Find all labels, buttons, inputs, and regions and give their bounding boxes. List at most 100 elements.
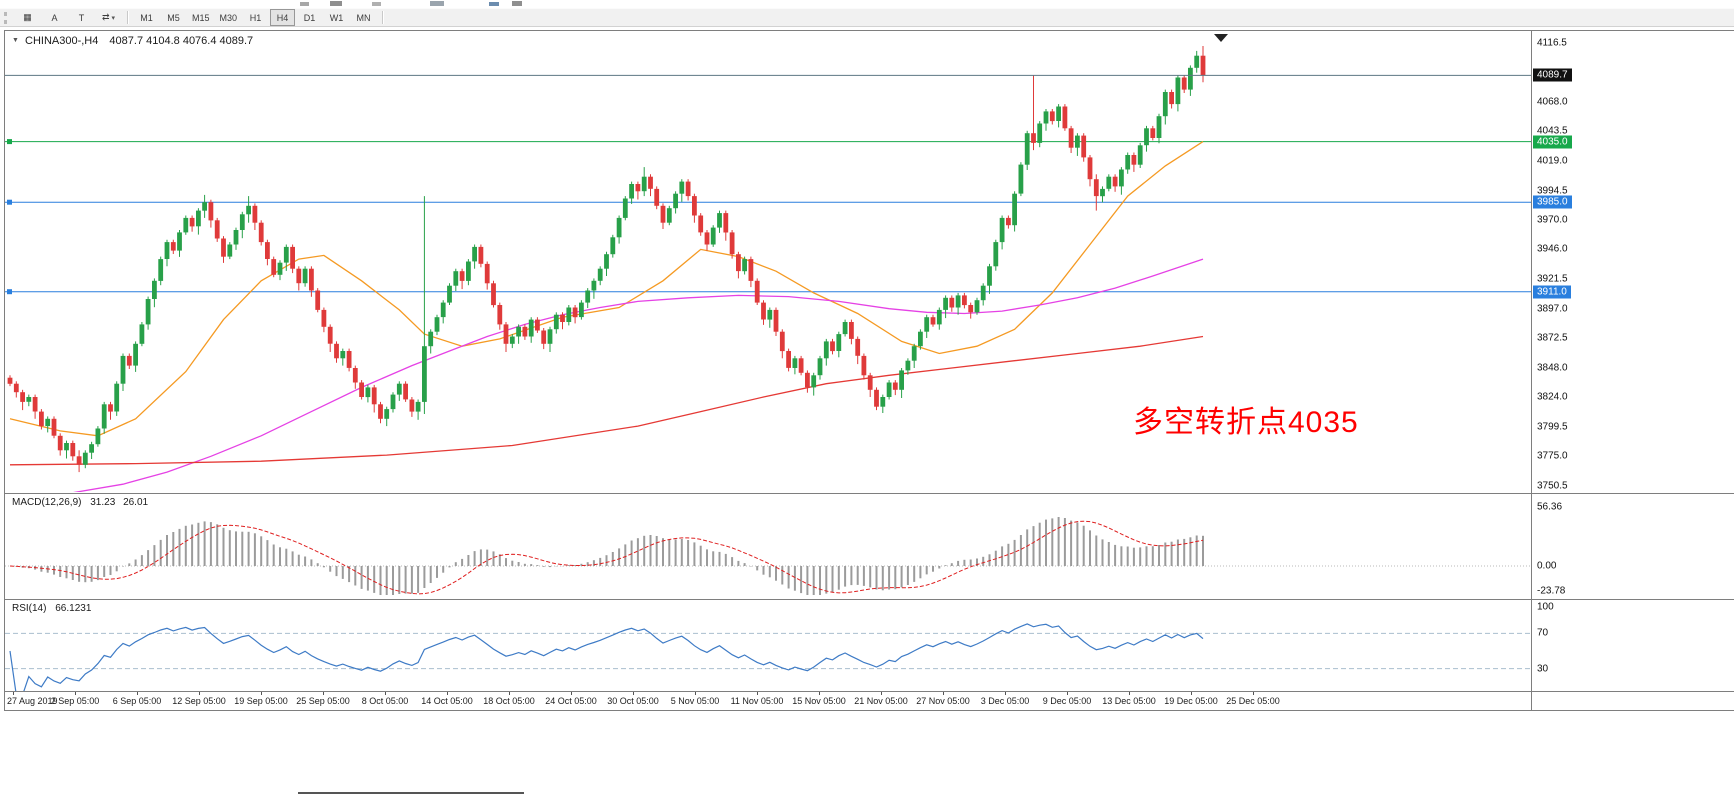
rsi-axis-label: 70: [1537, 627, 1549, 639]
main-plot[interactable]: [5, 31, 1531, 492]
macd-value-signal: 26.01: [123, 497, 149, 508]
chart-context-arrow-icon[interactable]: ▼: [12, 37, 19, 44]
chart-title: CHINA300-,H4: [25, 35, 99, 47]
macd-axis-label: 0.00: [1537, 560, 1557, 572]
timeframe-button-h4[interactable]: H4: [270, 9, 296, 26]
time-axis-label: 11 Nov 05:00: [730, 696, 784, 706]
timeframe-button-m1[interactable]: M1: [140, 12, 153, 23]
macd-panel: MACD(12,26,9) 31.23 26.01: [5, 494, 1531, 599]
time-axis-label: 21 Nov 05:00: [854, 696, 908, 706]
chart-annotation[interactable]: 多空转折点4035: [1133, 406, 1359, 439]
time-axis-tick: [881, 692, 882, 695]
time-axis-label: 8 Oct 05:00: [361, 696, 409, 706]
rsi-axis-label: 30: [1537, 663, 1549, 675]
time-axis-tick: [695, 692, 696, 695]
ma-longest-red: [9, 335, 1204, 466]
cycle-symbols-icon[interactable]: ⇄ ▾: [101, 12, 116, 22]
rsi-axis-label: 100: [1537, 601, 1554, 613]
toolbar-separator: [127, 11, 128, 24]
time-axis-tick: [1191, 692, 1192, 695]
time-axis-label: 14 Oct 05:00: [421, 696, 473, 706]
toolbar-separator: [382, 11, 384, 24]
clipped-ui-fragment: [512, 1, 522, 6]
timeframe-button-m5[interactable]: M5: [167, 12, 180, 23]
macd-axis-label: 56.36: [1537, 501, 1563, 513]
current-price-badge: 4089.7: [1533, 68, 1572, 82]
time-axis-label: 9 Dec 05:00: [1042, 696, 1092, 706]
panel-splitter[interactable]: [5, 493, 1734, 494]
moving-average-lines: [9, 141, 1204, 492]
hline-objects[interactable]: [5, 139, 1531, 295]
price-axis-label: 4116.5: [1537, 37, 1567, 49]
macd-label: MACD(12,26,9): [12, 497, 82, 508]
timeframe-button-m30[interactable]: M30: [219, 12, 238, 23]
time-axis-tick: [137, 692, 138, 695]
toolbar: ▦ A T ⇄ ▾ M1 M5 M15 M30 H1 H4 D1 W1 MN: [0, 8, 1734, 27]
dropdown-caret-icon: ▾: [111, 14, 116, 22]
rsi-header: RSI(14) 66.1231: [12, 603, 91, 614]
time-axis-tick: [75, 692, 76, 695]
time-axis-tick: [943, 692, 944, 695]
chart-ohlc-values: 4087.7 4104.8 4076.4 4089.7: [109, 35, 254, 47]
panel-splitter[interactable]: [5, 691, 1734, 692]
hline-price-badge: 4035.0: [1533, 135, 1572, 149]
time-axis-label: 27 Aug 2019: [7, 696, 58, 706]
price-axis-label: 3897.0: [1537, 303, 1568, 315]
macd-signal-line: [9, 520, 1204, 595]
rsi-line: [9, 623, 1204, 691]
macd-value-main: 31.23: [90, 497, 116, 508]
toolbar-grip[interactable]: [4, 11, 10, 24]
timeframe-button-d1[interactable]: D1: [303, 12, 316, 23]
time-axis-tick: [509, 692, 510, 695]
price-axis-label: 3799.5: [1537, 421, 1568, 433]
time-axis-label: 30 Oct 05:00: [607, 696, 659, 706]
time-axis-tick: [261, 692, 262, 695]
time-axis-label: 18 Oct 05:00: [483, 696, 535, 706]
time-axis-tick: [199, 692, 200, 695]
price-axis[interactable]: 4116.5 4068.0 4043.5 4019.0 3994.5 3970.0 3946…: [1531, 31, 1734, 710]
time-axis[interactable]: 27 Aug 2019 2 Sep 05:00 6 Sep 05:00 12 Sep …: [5, 692, 1531, 710]
timeframe-button-w1[interactable]: W1: [329, 12, 344, 23]
rsi-label: RSI(14): [12, 603, 47, 614]
panel-splitter[interactable]: [5, 599, 1734, 600]
toolbar-icons: ▦ A T ⇄ ▾: [14, 9, 122, 26]
price-axis-label: 3921.5: [1537, 273, 1568, 285]
price-axis-label: 4043.5: [1537, 125, 1568, 137]
time-axis-label: 19 Dec 05:00: [1164, 696, 1218, 706]
macd-histogram: [15, 517, 1204, 595]
price-axis-label: 3824.0: [1537, 391, 1568, 403]
chart-window: ▼ CHINA300-,H4 4087.7 4104.8 4076.4 4089…: [4, 30, 1734, 711]
time-axis-tick: [819, 692, 820, 695]
macd-plot[interactable]: [5, 494, 1531, 599]
chart-shift-marker-icon[interactable]: [1214, 34, 1228, 42]
timeframe-button-m15[interactable]: M15: [192, 12, 210, 23]
time-axis-label: 15 Nov 05:00: [792, 696, 846, 706]
price-axis-label: 3946.0: [1537, 243, 1568, 255]
macd-axis-label: -23.78: [1537, 585, 1566, 597]
price-axis-label: 3970.0: [1537, 214, 1568, 226]
timeframe-button-mn[interactable]: MN: [356, 12, 371, 23]
price-axis-label: 3872.5: [1537, 332, 1568, 344]
text-tool-icon[interactable]: T: [78, 12, 85, 23]
letter-a-icon[interactable]: A: [51, 12, 58, 23]
time-axis-label: 25 Sep 05:00: [296, 696, 350, 706]
rsi-plot[interactable]: [5, 600, 1531, 691]
time-axis-tick: [633, 692, 634, 695]
timeframe-button-h1[interactable]: H1: [249, 12, 262, 23]
rsi-value: 66.1231: [55, 603, 92, 614]
chart-list-icon[interactable]: ▦: [23, 12, 32, 22]
candles: [7, 46, 1206, 473]
time-axis-label: 19 Sep 05:00: [234, 696, 288, 706]
time-axis-tick: [757, 692, 758, 695]
hline-price-badge: 3985.0: [1533, 195, 1572, 209]
clipped-ui-fragment: [489, 2, 499, 6]
ma-medium-orange: [9, 141, 1204, 437]
time-axis-label: 27 Nov 05:00: [916, 696, 970, 706]
ma-long-magenta: [73, 258, 1204, 492]
price-axis-label: 3994.5: [1537, 185, 1568, 197]
time-axis-label: 24 Oct 05:00: [545, 696, 597, 706]
time-axis-label: 3 Dec 05:00: [980, 696, 1030, 706]
clipped-bottom-fragment: [298, 792, 524, 794]
timeframe-bar: M1 M5 M15 M30 H1 H4 D1 W1 MN: [133, 9, 377, 26]
time-axis-tick: [385, 692, 386, 695]
